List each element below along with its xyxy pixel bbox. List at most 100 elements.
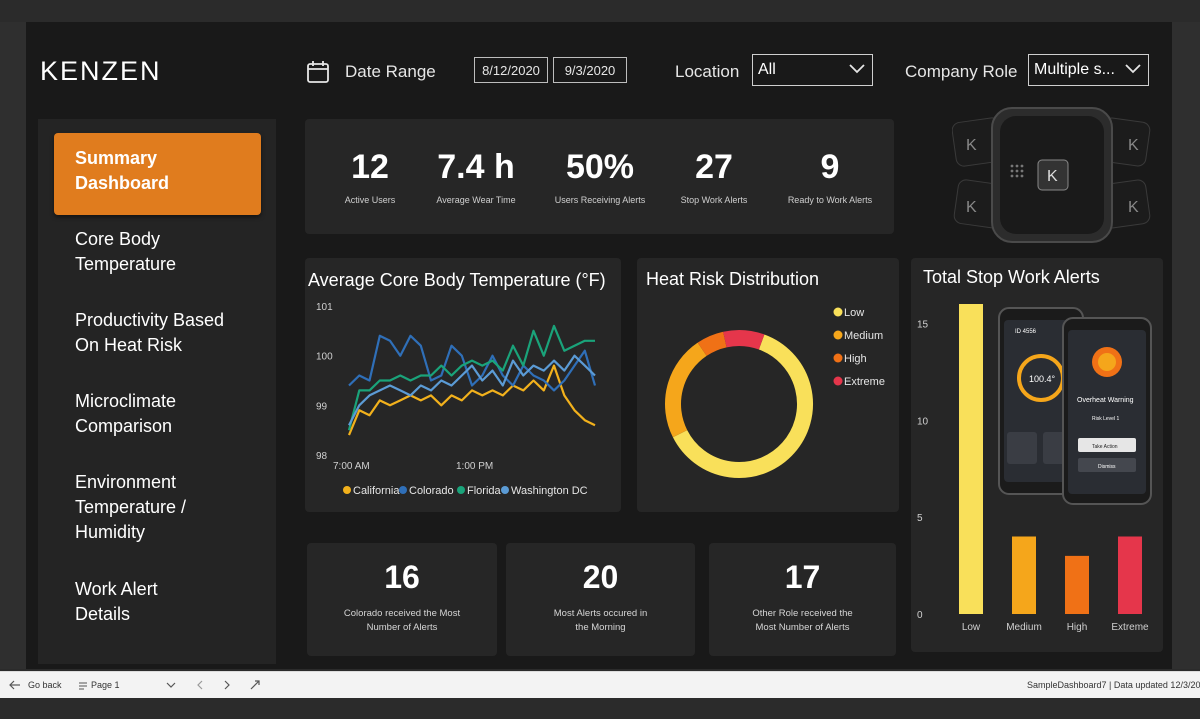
donut-slice-extreme[interactable] — [723, 330, 765, 350]
y-tick-label: 5 — [917, 513, 923, 524]
summary-card-value: 20 — [582, 559, 619, 595]
kpi-panel — [305, 119, 894, 234]
company-role-value: Multiple s... — [1034, 61, 1115, 78]
legend-label: Florida — [467, 485, 502, 497]
right-edge-bar — [1172, 22, 1200, 669]
y-tick-label: 101 — [316, 302, 333, 313]
location-dropdown[interactable]: All — [752, 54, 873, 86]
phone-dismiss-button: Dismiss — [1098, 464, 1116, 470]
date-end-input[interactable]: 9/3/2020 — [553, 57, 627, 83]
bar-chart[interactable]: 0 5 10 15 Low Medium High Extreme — [911, 290, 1163, 640]
phone-action-button: Take Action — [1092, 444, 1118, 450]
sidebar-item-environment[interactable]: Environment Temperature / Humidity — [75, 472, 187, 542]
legend-label: Extreme — [844, 376, 885, 388]
next-page-icon[interactable] — [220, 678, 234, 692]
legend-label: Colorado — [409, 485, 454, 497]
x-tick-label: High — [1067, 622, 1088, 633]
left-edge-bar — [0, 22, 26, 669]
date-start-input[interactable]: 8/12/2020 — [474, 57, 548, 83]
legend-label: High — [844, 353, 867, 365]
line-chart-panel — [305, 258, 621, 512]
phone-risk-level: Risk Level 1 — [1092, 416, 1119, 422]
location-value: All — [758, 61, 776, 78]
summary-card-value: 16 — [384, 559, 420, 595]
kpi-ready-to-work-alerts: 9 Ready to Work Alerts — [765, 148, 895, 205]
phone-temp-reading: 100.4° — [1029, 374, 1056, 384]
phone-mockup-image: ID 4556 100.4° Overheat Warning Risk Lev… — [998, 307, 1152, 505]
kenzen-device-image: K K K K K — [952, 107, 1151, 243]
bar-medium[interactable] — [1012, 536, 1036, 615]
legend-marker — [833, 307, 843, 317]
bar-extreme[interactable] — [1118, 536, 1142, 615]
series-line-colorado[interactable] — [348, 334, 597, 392]
y-tick-label: 99 — [316, 401, 328, 412]
legend-label: California — [353, 485, 400, 497]
summary-card-caption: Colorado received the Most Number of Ale… — [343, 608, 461, 633]
company-role-dropdown[interactable]: Multiple s... — [1028, 54, 1149, 86]
sidebar-item-microclimate[interactable]: Microclimate Comparison — [75, 391, 177, 436]
kpi-users-receiving-alerts: 50% Users Receiving Alerts — [535, 148, 665, 205]
data-updated-status: SampleDashboard7 | Data updated 12/3/20 — [1027, 680, 1200, 690]
donut-chart[interactable]: Low Medium High Extreme — [637, 290, 899, 510]
phone-user-id: ID 4556 — [1015, 329, 1037, 335]
donut-slice-high[interactable] — [697, 331, 727, 357]
x-tick-label: Medium — [1006, 622, 1042, 633]
svg-text:K: K — [966, 199, 977, 216]
series-line-florida[interactable] — [347, 324, 595, 431]
y-tick-label: 10 — [917, 416, 929, 427]
donut-slice-medium[interactable] — [665, 342, 707, 438]
page-selector[interactable]: Page 1 — [91, 680, 120, 690]
footer-bar: Go back Page 1 SampleDashboard7 | Data u… — [0, 671, 1200, 698]
legend-marker — [399, 486, 407, 494]
line-chart[interactable]: 101 100 99 98 7:00 AM 1:00 PM California Colora… — [305, 290, 621, 510]
kpi-label: Users Receiving Alerts — [554, 195, 646, 205]
donut-slice-low[interactable] — [672, 334, 813, 478]
logo-text: KENZEN — [40, 56, 162, 86]
date-range-label: Date Range — [345, 62, 436, 81]
bar-high[interactable] — [1065, 555, 1089, 614]
sidebar-item-summary-dashboard[interactable] — [54, 133, 261, 215]
sidebar-item-core-body-temperature[interactable]: Core Body Temperature — [75, 229, 177, 274]
legend-marker — [343, 486, 351, 494]
legend-marker — [457, 486, 465, 494]
bar-chart-title: Total Stop Work Alerts — [923, 267, 1100, 287]
go-back-button[interactable]: Go back — [28, 680, 62, 690]
x-tick-label: 7:00 AM — [333, 461, 370, 472]
arrow-left-icon[interactable] — [8, 678, 22, 692]
svg-text:K: K — [1128, 199, 1139, 216]
kpi-label: Ready to Work Alerts — [787, 195, 873, 205]
chevron-down-icon[interactable] — [164, 678, 178, 692]
svg-text:K: K — [966, 137, 977, 154]
phone-warning-title: Overheat Warning — [1077, 397, 1134, 404]
summary-card-other-role: 17 Other Role received the Most Number o… — [709, 543, 896, 656]
summary-card-caption: Other Role received the Most Number of A… — [752, 608, 853, 633]
calendar-icon — [307, 61, 329, 83]
kpi-value: 7.4 h — [437, 148, 515, 186]
kpi-active-users: 12 Active Users — [305, 148, 435, 205]
y-tick-label: 100 — [316, 352, 333, 363]
sidebar-item-work-alert-details[interactable]: Work Alert Details — [75, 579, 158, 624]
kenzen-logo: KENZEN — [40, 56, 162, 86]
y-tick-label: 98 — [316, 451, 328, 462]
sidebar-item-label[interactable]: Summary Dashboard — [75, 148, 170, 193]
summary-card-caption: Most Alerts occured in the Morning — [553, 608, 648, 633]
sidebar-item-productivity[interactable]: Productivity Based On Heat Risk — [75, 310, 225, 355]
collapse-icon[interactable] — [248, 678, 262, 692]
series-line-california[interactable] — [347, 364, 596, 436]
kpi-value: 9 — [820, 148, 840, 186]
svg-text:K: K — [1128, 137, 1139, 154]
legend-marker — [833, 376, 843, 386]
svg-text:K: K — [1047, 168, 1058, 185]
x-tick-label: 1:00 PM — [456, 461, 493, 472]
y-tick-label: 0 — [917, 610, 923, 621]
legend-label: Washington DC — [511, 485, 588, 497]
bar-low[interactable] — [959, 304, 983, 614]
summary-card-value: 17 — [784, 559, 821, 595]
series-line-washington-dc[interactable] — [348, 354, 596, 426]
y-tick-label: 15 — [917, 319, 929, 330]
previous-page-icon[interactable] — [193, 678, 207, 692]
kpi-label: Stop Work Alerts — [680, 195, 748, 205]
kpi-label: Active Users — [344, 195, 396, 205]
summary-card-morning: 20 Most Alerts occured in the Morning — [506, 543, 695, 656]
